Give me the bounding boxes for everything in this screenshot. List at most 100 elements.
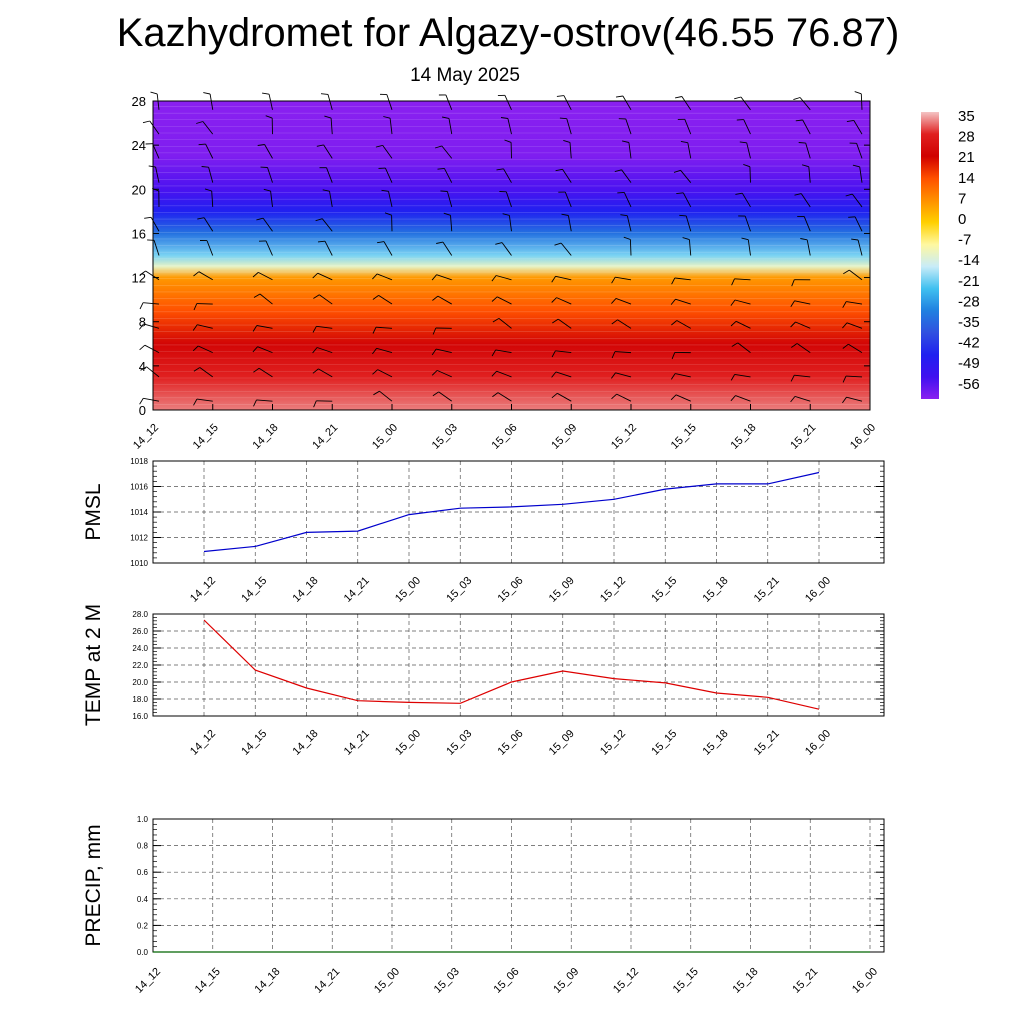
wind-barb xyxy=(803,216,811,232)
wind-barb xyxy=(685,215,692,232)
wind-barb-flag xyxy=(614,169,622,173)
wind-barb-flag xyxy=(741,237,749,241)
wind-barb-flag xyxy=(551,371,557,378)
wind-barb xyxy=(446,191,453,208)
wind-barb xyxy=(327,94,333,110)
x-tick-label: 15_00 xyxy=(370,422,400,452)
wind-barb xyxy=(853,120,863,135)
wind-barb-flag xyxy=(192,324,198,331)
x-tick-label: 14_12 xyxy=(133,966,163,996)
wind-barb-flag xyxy=(842,343,849,349)
wind-barb xyxy=(846,322,863,329)
precip-panel: 0.0 0.2 0.4 0.6 0.8 1.0 14_12 14_15 14_18 14_21 15… xyxy=(82,815,885,996)
y-tick-label: 28.0 xyxy=(132,610,148,619)
wind-barb-flag xyxy=(139,302,144,310)
wind-barb-flag xyxy=(556,95,564,97)
wind-barb xyxy=(384,167,393,183)
wind-barb xyxy=(436,348,452,354)
x-tick-label: 15_09 xyxy=(551,966,581,996)
wind-barb-flag xyxy=(320,93,329,95)
wind-barb xyxy=(688,239,692,256)
colorbar-label: 28 xyxy=(958,129,975,146)
wind-barb xyxy=(436,369,452,378)
wind-barb xyxy=(503,168,512,183)
wind-barb-flag xyxy=(262,92,270,95)
wind-barb-flag xyxy=(794,193,802,196)
wind-barb xyxy=(848,343,863,353)
wind-barb-flag xyxy=(743,163,751,168)
wind-barb xyxy=(743,119,751,135)
wind-barb xyxy=(495,349,512,354)
wind-barb-flag xyxy=(842,322,848,329)
wind-barb xyxy=(749,166,751,183)
wind-barb-flag xyxy=(253,367,260,373)
wind-barb-flag xyxy=(502,213,510,216)
wind-barb-flag xyxy=(148,165,156,168)
wind-barb-flag xyxy=(555,168,563,172)
wind-barb-flag xyxy=(793,97,801,101)
x-tick-label: 15_12 xyxy=(598,728,628,758)
wind-barb-flag xyxy=(432,327,437,335)
wind-barb xyxy=(316,325,333,329)
x-tick-label: 15_06 xyxy=(496,575,526,605)
wind-barb-flag xyxy=(730,395,736,402)
wind-barb xyxy=(615,276,632,281)
wind-barb xyxy=(259,293,273,305)
y-tick-label: 16.0 xyxy=(132,712,148,721)
wind-barb-flag xyxy=(431,370,438,376)
wind-barb xyxy=(265,240,273,256)
wind-barb-flag xyxy=(551,350,556,358)
wind-barb xyxy=(497,392,512,402)
y-tick-label: 0.6 xyxy=(137,868,149,877)
wind-barb xyxy=(504,95,512,111)
wind-barb-flag xyxy=(730,320,737,327)
wind-barb-flag xyxy=(139,270,146,276)
wind-barb xyxy=(628,142,632,159)
wind-barb xyxy=(629,239,632,256)
wind-barb-flag xyxy=(263,188,271,192)
wind-barb xyxy=(256,399,273,402)
wind-barb-flag xyxy=(615,95,623,98)
wind-barb xyxy=(800,193,811,208)
wind-barb xyxy=(675,298,691,305)
colorbar-label: 14 xyxy=(958,170,975,187)
panel-frame xyxy=(152,818,885,953)
wind-barb-flag xyxy=(431,348,437,356)
wind-barb xyxy=(318,368,333,378)
wind-barb-flag xyxy=(257,144,265,146)
x-tick-label: 14_21 xyxy=(312,966,342,996)
y-axis-title: PRECIP, mm xyxy=(82,824,105,946)
wind-barb xyxy=(567,215,572,232)
panel-frame xyxy=(152,460,885,564)
wind-barb-flag xyxy=(265,115,273,119)
wind-barb-flag xyxy=(203,92,211,95)
pmsl-series-line xyxy=(203,471,820,553)
wind-barb xyxy=(802,119,811,135)
wind-barb xyxy=(555,371,572,378)
wind-barb xyxy=(795,321,811,329)
wind-barb-flag xyxy=(563,139,571,143)
wind-barb xyxy=(498,318,512,329)
wind-barb xyxy=(617,319,632,329)
wind-barb-flag xyxy=(196,121,204,124)
wind-barb-flag xyxy=(735,192,743,195)
wind-barb-flag xyxy=(671,320,678,326)
wind-barb-flag xyxy=(790,300,795,307)
wind-barb xyxy=(257,346,273,354)
x-tick-label: 14_15 xyxy=(193,966,223,996)
wind-barb xyxy=(264,144,273,159)
wind-barb xyxy=(799,97,811,111)
wind-barb-flag xyxy=(252,272,259,278)
wind-barb xyxy=(846,396,863,402)
wind-barb-flag xyxy=(671,352,676,360)
x-tick-label: 14_21 xyxy=(342,575,372,605)
wind-barb-flag xyxy=(324,115,332,119)
wind-barb xyxy=(505,191,512,208)
wind-barb xyxy=(378,295,393,305)
wind-barb-flag xyxy=(312,272,319,279)
wind-barb-flag xyxy=(621,140,630,143)
wind-barb-flag xyxy=(611,319,618,325)
x-tick-label: 14_15 xyxy=(239,575,269,605)
wind-barb-flag xyxy=(731,342,739,347)
x-tick-label: 16_00 xyxy=(803,728,833,758)
